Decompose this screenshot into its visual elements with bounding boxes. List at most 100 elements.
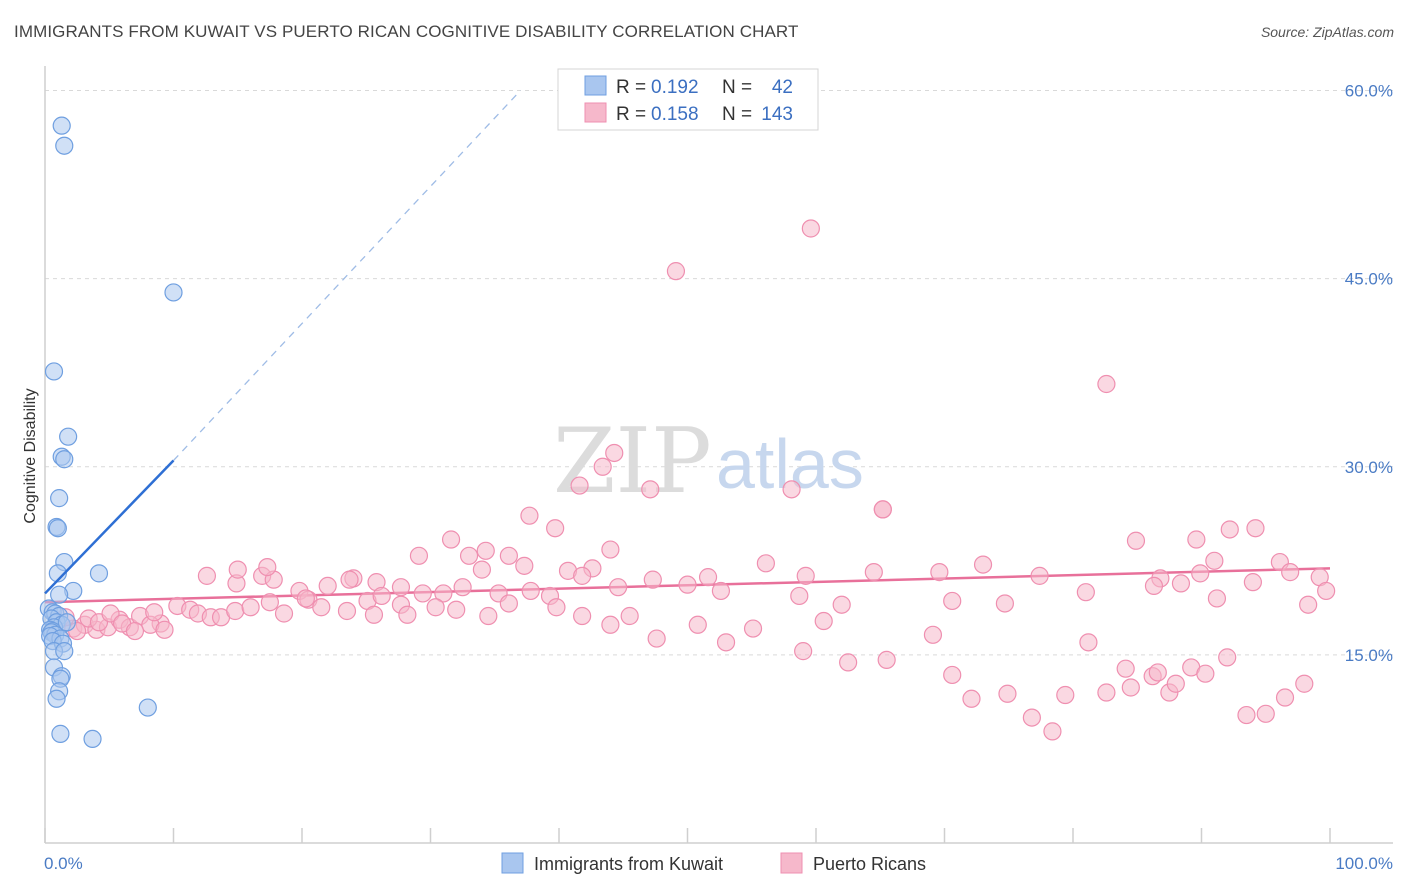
bottom-legend-swatch-blue [501, 852, 524, 874]
data-point-puerto-ricans [1144, 576, 1164, 596]
data-point-puerto-ricans [1056, 685, 1075, 705]
data-point-puerto-ricans [1218, 648, 1237, 667]
data-point-puerto-ricans [973, 555, 993, 574]
data-point-kuwait [44, 362, 64, 381]
data-point-puerto-ricans [601, 615, 620, 634]
data-point-puerto-ricans [515, 556, 534, 575]
data-point-puerto-ricans [782, 480, 801, 499]
data-point-puerto-ricans [1097, 374, 1116, 394]
legend-r-value-blue: 0.192 [651, 77, 699, 98]
data-point-puerto-ricans [447, 600, 466, 619]
data-point-puerto-ricans [546, 519, 565, 538]
data-point-puerto-ricans [1121, 678, 1140, 697]
legend-n-label-pink: N = [722, 104, 752, 125]
data-point-puerto-ricans [312, 598, 331, 617]
data-point-puerto-ricans [688, 615, 707, 634]
legend-r-label-pink: R = [616, 104, 646, 125]
data-point-puerto-ricans [453, 578, 472, 597]
legend-r-value-pink: 0.158 [651, 104, 699, 125]
bottom-legend-label-blue: Immigrants from Kuwait [534, 854, 723, 874]
data-point-puerto-ricans [716, 633, 736, 652]
bottom-legend: Immigrants from Kuwait Puerto Ricans [501, 852, 926, 874]
data-point-puerto-ricans [864, 563, 883, 582]
data-point-puerto-ricans [1196, 664, 1215, 683]
legend-n-value-pink: 143 [761, 104, 793, 125]
data-point-puerto-ricans [666, 262, 686, 281]
data-point-puerto-ricans [476, 541, 495, 560]
data-point-kuwait [51, 724, 70, 743]
data-point-puerto-ricans [1097, 683, 1116, 702]
data-point-puerto-ricans [547, 598, 566, 617]
data-point-puerto-ricans [391, 578, 411, 597]
data-point-puerto-ricans [155, 620, 174, 639]
data-point-puerto-ricans [923, 625, 943, 644]
data-point-puerto-ricans [426, 598, 445, 617]
y-tick-labels: 15.0% 30.0% 45.0% 60.0% [1345, 82, 1393, 665]
trend-line-kuwait [44, 459, 175, 595]
data-point-puerto-ricans [1022, 708, 1041, 727]
data-point-puerto-ricans [570, 476, 589, 495]
data-point-puerto-ricans [413, 584, 432, 603]
data-point-kuwait [50, 489, 69, 508]
data-point-puerto-ricans [1256, 704, 1275, 723]
data-point-puerto-ricans [340, 570, 359, 589]
data-point-puerto-ricans [794, 642, 813, 661]
data-point-puerto-ricans [1317, 581, 1336, 601]
data-point-puerto-ricans [641, 480, 660, 499]
data-point-kuwait [50, 585, 69, 604]
data-point-kuwait [89, 564, 109, 583]
data-point-kuwait [138, 698, 157, 717]
data-point-puerto-ricans [711, 581, 731, 601]
data-point-puerto-ricans [258, 557, 277, 577]
watermark-zip: ZIP [553, 409, 712, 514]
data-point-puerto-ricans [364, 605, 384, 624]
data-point-puerto-ricans [1187, 530, 1206, 549]
data-point-puerto-ricans [472, 560, 491, 579]
data-point-puerto-ricans [521, 581, 540, 601]
data-point-puerto-ricans [1237, 705, 1256, 725]
data-point-puerto-ricans [101, 604, 120, 623]
data-point-puerto-ricans [1043, 722, 1062, 741]
watermark: ZIP atlas [553, 409, 864, 514]
legend-swatch-pink [584, 102, 607, 123]
data-point-kuwait [164, 283, 183, 302]
legend-n-label-blue: N = [722, 77, 752, 98]
data-point-puerto-ricans [441, 530, 461, 549]
data-point-puerto-ricans [801, 219, 820, 238]
y-tick-label: 30.0% [1345, 458, 1393, 477]
y-axis-label: Cognitive Disability [22, 388, 39, 523]
data-point-puerto-ricans [1148, 663, 1167, 682]
y-tick-label: 45.0% [1345, 270, 1393, 289]
data-point-puerto-ricans [796, 566, 815, 585]
data-point-puerto-ricans [1205, 551, 1224, 570]
data-point-puerto-ricans [145, 603, 164, 622]
axes [44, 66, 1393, 844]
data-point-kuwait [47, 689, 66, 708]
data-point-puerto-ricans [274, 604, 294, 623]
data-point-puerto-ricans [260, 593, 279, 612]
data-point-puerto-ricans [930, 563, 949, 582]
bottom-legend-swatch-pink [780, 852, 803, 874]
data-point-puerto-ricans [125, 621, 145, 641]
data-point-puerto-ricans [1171, 574, 1191, 593]
data-point-puerto-ricans [228, 560, 247, 579]
data-point-puerto-ricans [372, 586, 391, 606]
data-point-puerto-ricans [409, 546, 429, 565]
data-point-puerto-ricans [1246, 519, 1265, 538]
data-point-kuwait [52, 116, 71, 135]
legend-n-value-blue: 42 [772, 77, 793, 98]
data-point-kuwait [55, 136, 74, 155]
data-point-kuwait [59, 427, 78, 446]
data-point-puerto-ricans [226, 601, 245, 621]
data-point-puerto-ricans [609, 578, 628, 597]
data-point-kuwait [55, 642, 74, 661]
data-point-puerto-ricans [1281, 563, 1300, 582]
data-point-puerto-ricans [1295, 674, 1314, 693]
data-point-puerto-ricans [1299, 595, 1318, 614]
legend-box: R = 0.192 N = 42 R = 0.158 N = 143 [557, 68, 819, 131]
data-point-puerto-ricans [832, 595, 851, 614]
data-point-puerto-ricans [499, 546, 518, 565]
data-point-puerto-ricans [1079, 633, 1098, 652]
data-point-puerto-ricans [647, 629, 666, 648]
